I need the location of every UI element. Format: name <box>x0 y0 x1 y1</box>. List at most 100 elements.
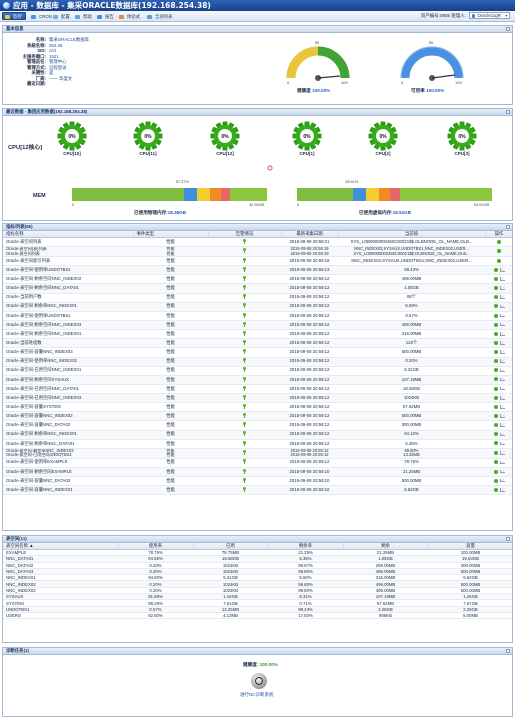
ok-status-icon[interactable] <box>493 423 498 428</box>
table-row[interactable]: Oracle-表空间-已用空间NNC_INDEX01 性能 2015-09-08 2… <box>3 366 512 376</box>
toolbar-button-4[interactable]: 报告 <box>94 12 118 20</box>
table-row[interactable]: NNC_DATA03 0.20% 1024KB 99.80% 499.00MB 500.0… <box>3 568 512 576</box>
table-row[interactable]: NNC_DATA02 0.33% 1024KB 99.67% 299.00MB 300.0… <box>3 562 512 569</box>
ok-status-icon[interactable] <box>493 359 498 364</box>
ok-status-icon[interactable] <box>493 350 498 355</box>
trend-chart-icon[interactable] <box>499 414 505 418</box>
table-row[interactable]: Oracle-表空间-剩余空间NNC_INDEX02 性能 2015-09-08 2… <box>3 274 512 285</box>
table-row[interactable]: Oracle-表空间-剩余率NNC_DATA01 性能 2015-09-08 20:… <box>3 439 512 449</box>
table-row[interactable]: Oracle-当前用户数 性能 2015-09-08 20:59:12 88个 <box>3 293 512 303</box>
table-row[interactable]: Oracle-表空间-剩余率NNC_INDEX01 性能 2015-09-08 20… <box>3 430 512 440</box>
column-header[interactable]: 操作 <box>485 231 512 238</box>
table-row[interactable]: Oracle-表空间-剩余空间SYSAUX 性能 2015-09-08 20:59:… <box>3 375 512 385</box>
table-row[interactable]: Oracle-表空间-容量NNC_DATA02 性能 2015-09-08 20:5… <box>3 420 512 431</box>
table-row[interactable]: Oracle-表空间列表 性能 2015-09-08 20:59:21 SYS_LOB… <box>3 237 512 248</box>
trend-chart-icon[interactable] <box>499 368 505 373</box>
table-row[interactable]: NNC_INDEX02 0.20% 1024KB 99.80% 499.00MB 500.… <box>3 580 512 588</box>
ok-status-icon[interactable] <box>493 478 498 483</box>
column-header[interactable]: 表空间名称 ▲ <box>3 543 119 550</box>
ok-status-icon[interactable] <box>493 460 498 465</box>
ok-status-icon[interactable] <box>493 441 498 446</box>
toolbar-button-0[interactable]: 监控 <box>2 12 26 20</box>
ok-status-icon[interactable] <box>493 331 498 336</box>
ok-status-icon[interactable] <box>493 377 498 382</box>
table-row[interactable]: Oracle-表空间-剩余空间EXAMPLE 性能 2015-09-08 20:59… <box>3 467 512 478</box>
table-row[interactable]: NNC_INDEX01 94.50% 5.31GB 5.50% 316.00MB 5.62… <box>3 574 512 582</box>
table-row[interactable]: Oracle-表空间-剩余率NNC_INDEX03 Oracle-表空间-已用空间… <box>3 448 512 459</box>
toolbar-button-1[interactable]: CRON <box>28 12 56 20</box>
table-row[interactable]: Oracle-表空间-已用空间NNC_DATA01 性能 2015-09-08 20… <box>3 384 512 395</box>
trend-chart-icon[interactable] <box>499 295 505 299</box>
column-header[interactable]: 最新采集日期 <box>281 231 339 238</box>
table-row[interactable]: SYSTEM 99.29% 7.61GB 0.71% 57.62MB 7.67GB <box>3 599 512 607</box>
table-row[interactable]: Oracle-表空间-使用率UNDOTBS1 性能 2015-09-08 20:59… <box>3 265 512 276</box>
table-row[interactable]: NNC_INDEX03 0.20% 1024KB 99.80% 499.00MB 500.… <box>3 587 512 595</box>
trend-chart-icon[interactable] <box>499 268 505 272</box>
table-row[interactable]: Oracle-表空间-剩余空间NNC_INDEX03 性能 2015-09-08 2… <box>3 320 512 331</box>
table-row[interactable]: Oracle-表空间-使用率EXAMPLE 性能 2015-09-08 20:59:… <box>3 458 512 468</box>
diagnose-button-icon[interactable] <box>251 673 267 689</box>
table-row[interactable]: Oracle-表空间-容量NNC_INDEX02 性能 2015-09-08 20:… <box>3 411 512 422</box>
trend-chart-icon[interactable] <box>499 341 505 345</box>
table-row[interactable]: Oracle-表空间-已用空间NNC_INDEX03 性能 2015-09-08 2… <box>3 393 512 404</box>
column-header[interactable]: 当前值 <box>338 231 486 238</box>
trend-chart-icon[interactable] <box>499 322 505 327</box>
toolbar-button-3[interactable]: 帮助 <box>72 12 96 20</box>
trend-chart-icon[interactable] <box>499 304 505 309</box>
table-row[interactable]: Oracle-当前进程数 性能 2015-09-08 20:59:12 123个 <box>3 338 512 349</box>
column-header[interactable]: 剩余 <box>343 543 429 550</box>
table-row[interactable]: NNC_DATA01 94.65% 18.58GB 5.35% 1.05GB 19.63G… <box>3 555 512 563</box>
column-header[interactable]: 已用 <box>193 543 269 550</box>
collapse-icon[interactable] <box>506 537 510 541</box>
table-row[interactable]: Oracle-表空间-容量NNC_INDEX03 性能 2015-09-08 20:… <box>3 347 512 358</box>
ok-status-icon[interactable] <box>493 469 498 474</box>
column-header[interactable]: 事件类型 <box>133 231 209 238</box>
trend-chart-icon[interactable] <box>499 313 505 318</box>
ok-status-icon[interactable] <box>493 395 498 400</box>
collapse-icon[interactable] <box>506 110 510 114</box>
ok-status-icon[interactable] <box>493 386 498 391</box>
ok-status-icon[interactable] <box>493 368 498 373</box>
column-header[interactable]: 指标名称 <box>3 231 134 238</box>
ok-status-icon[interactable] <box>497 249 501 254</box>
toolbar-button-2[interactable]: 配置 <box>50 12 74 20</box>
table-row[interactable]: UNDOTBS1 0.57% 13.25MB 99.43% 2.28GB 2.29GB <box>3 606 512 613</box>
table-row[interactable]: Oracle-表空间-容量NNC_INDEX01 性能 2015-09-08 20:… <box>3 485 512 496</box>
trend-chart-icon[interactable] <box>499 332 505 336</box>
trend-chart-icon[interactable] <box>499 478 505 483</box>
ok-status-icon[interactable] <box>497 258 501 263</box>
toolbar-button-6[interactable]: 全部列表 <box>144 12 177 20</box>
trend-chart-icon[interactable] <box>499 469 505 474</box>
trend-chart-icon[interactable] <box>499 386 505 391</box>
trend-chart-icon[interactable] <box>499 432 505 437</box>
table-row[interactable]: Oracle-表空间-剩余率NNC_INDEX01 性能 2015-09-08 20… <box>3 302 512 312</box>
collapse-icon[interactable] <box>506 649 510 653</box>
ok-status-icon[interactable] <box>493 451 498 456</box>
trend-chart-icon[interactable] <box>499 350 505 354</box>
instance-select[interactable]: Oracle11gR <box>469 12 510 19</box>
trend-chart-icon[interactable] <box>499 441 505 446</box>
ok-status-icon[interactable] <box>493 276 498 281</box>
ok-status-icon[interactable] <box>493 267 498 272</box>
column-header[interactable]: 剩余率 <box>268 543 344 550</box>
column-header[interactable]: 容量 <box>428 543 512 550</box>
table-row[interactable]: Oracle-表空间-使用率NNC_INDEX02 性能 2015-09-08 20… <box>3 357 512 367</box>
trend-chart-icon[interactable] <box>499 423 505 427</box>
table-row[interactable]: Oracle-表空间-剩余空间NNC_INDEX01 性能 2015-09-08 2… <box>3 329 512 340</box>
trend-chart-icon[interactable] <box>499 460 505 465</box>
table-row[interactable]: Oracle-表空间-剩余空间NNC_DATA01 性能 2015-09-08 20… <box>3 283 512 294</box>
table-row[interactable]: Oracle-表空间(表)列表 Oracle-表空间列表 性能 性能 2015-09-0… <box>3 246 512 257</box>
diagnose-button-label[interactable]: 进行NC诊断系统 <box>240 692 274 697</box>
collapse-icon[interactable] <box>506 225 510 229</box>
table-row[interactable]: Oracle-表空间索引列表 性能 2015-09-08 20:59:19 NNC_I… <box>3 256 512 267</box>
toolbar-button-5[interactable]: 体验式 <box>116 12 144 20</box>
trend-chart-icon[interactable] <box>499 359 505 363</box>
ok-status-icon[interactable] <box>493 432 498 437</box>
table-row[interactable]: SYSAUX 91.69% 1.16GB 8.31% 107.19MB 1.26GB <box>3 593 512 601</box>
ok-status-icon[interactable] <box>493 487 498 492</box>
ok-status-icon[interactable] <box>493 404 498 409</box>
trend-chart-icon[interactable] <box>499 488 505 492</box>
ok-status-icon[interactable] <box>493 340 498 345</box>
ok-status-icon[interactable] <box>493 322 498 327</box>
table-row[interactable]: USERS 82.50% 4.13MB 17.50% 896KB 5.00MB <box>3 612 512 620</box>
